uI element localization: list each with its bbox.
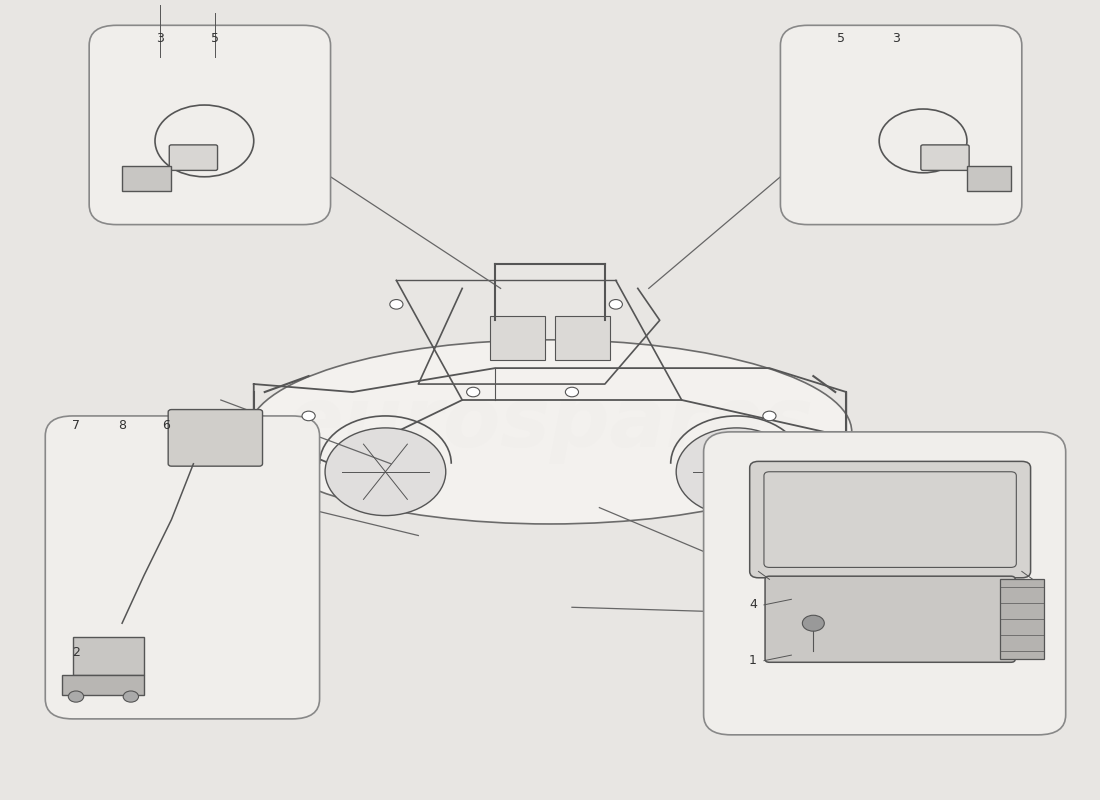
Text: 8: 8 xyxy=(118,419,127,432)
Circle shape xyxy=(389,299,403,309)
Text: 7: 7 xyxy=(72,419,80,432)
Ellipse shape xyxy=(249,340,851,524)
Text: 5: 5 xyxy=(837,32,845,46)
Circle shape xyxy=(609,299,623,309)
FancyBboxPatch shape xyxy=(169,145,218,170)
Circle shape xyxy=(676,428,796,515)
FancyBboxPatch shape xyxy=(89,26,331,225)
Circle shape xyxy=(565,387,579,397)
FancyBboxPatch shape xyxy=(45,416,320,719)
Circle shape xyxy=(302,411,316,421)
FancyBboxPatch shape xyxy=(766,576,1015,662)
Circle shape xyxy=(466,387,480,397)
Text: eurospares: eurospares xyxy=(286,383,814,465)
Bar xyxy=(556,316,610,360)
FancyBboxPatch shape xyxy=(704,432,1066,735)
Circle shape xyxy=(68,691,84,702)
FancyBboxPatch shape xyxy=(168,410,263,466)
Circle shape xyxy=(763,411,776,421)
Bar xyxy=(1000,579,1044,659)
Bar xyxy=(73,637,144,675)
Text: 3: 3 xyxy=(156,32,164,46)
Bar xyxy=(490,316,544,360)
Text: 4: 4 xyxy=(749,598,757,611)
FancyBboxPatch shape xyxy=(780,26,1022,225)
FancyBboxPatch shape xyxy=(921,145,969,170)
Text: 2: 2 xyxy=(73,646,80,659)
Text: 1: 1 xyxy=(749,654,757,667)
Circle shape xyxy=(326,428,446,515)
Text: 6: 6 xyxy=(162,419,169,432)
Circle shape xyxy=(123,691,139,702)
Bar xyxy=(122,166,172,191)
Text: 5: 5 xyxy=(211,32,219,46)
Bar xyxy=(62,675,144,695)
Bar xyxy=(967,166,1011,191)
Circle shape xyxy=(802,615,824,631)
Text: 3: 3 xyxy=(892,32,900,46)
FancyBboxPatch shape xyxy=(750,462,1031,578)
